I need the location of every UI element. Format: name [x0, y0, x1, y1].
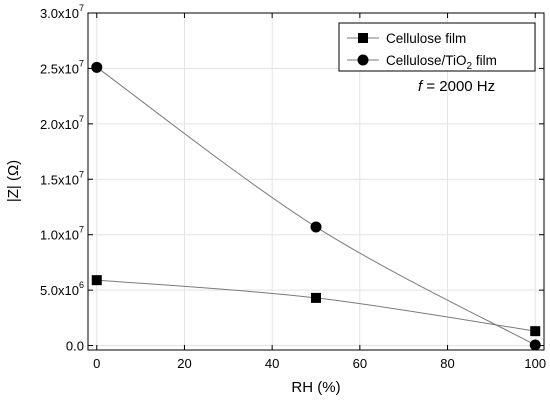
x-tick-label: 40 [265, 356, 279, 371]
x-axis-title: RH (%) [291, 379, 340, 396]
frequency-value: = 2000 Hz [422, 78, 495, 95]
legend-label-part: Cellulose/TiO [386, 53, 467, 68]
y-tick-mantissa: 3.0x10 [40, 6, 79, 21]
y-tick-exponent: 7 [79, 3, 84, 13]
legend-label-1: Cellulose film [386, 31, 466, 46]
x-tick-label: 80 [440, 356, 454, 371]
series-2-point [310, 221, 322, 233]
y-tick-mantissa: 1.5x10 [40, 172, 79, 187]
y-tick-mantissa: 2.0x10 [40, 117, 79, 132]
y-tick-exponent: 7 [79, 169, 84, 179]
gridlines [88, 12, 544, 350]
y-tick-label: 5.0x106 [40, 280, 84, 298]
x-tick-label: 60 [353, 356, 367, 371]
legend-label-part: Cellulose film [386, 31, 466, 46]
y-tick-mantissa: 2.5x10 [40, 61, 79, 76]
y-tick-mantissa: 5.0x10 [40, 283, 79, 298]
y-tick-label: 3.0x107 [40, 3, 84, 21]
legend-marker-2 [357, 54, 369, 66]
y-tick-mantissa: 0.0 [66, 339, 84, 354]
legend-label-part: film [472, 53, 497, 68]
y-tick-label: 1.5x107 [40, 169, 84, 187]
y-tick-exponent: 7 [79, 114, 84, 124]
y-tick-label: 2.5x107 [40, 58, 84, 76]
x-tick-label: 100 [524, 356, 546, 371]
y-tick-mantissa: 1.0x10 [40, 228, 79, 243]
frequency-annotation: f = 2000 Hz [418, 78, 495, 95]
series-1-point [91, 275, 102, 286]
plot-frame [87, 12, 545, 351]
legend-label-part: 2 [467, 61, 473, 72]
series-1-point [311, 292, 321, 303]
x-tick-label: 20 [177, 356, 191, 371]
legend-box [338, 22, 536, 72]
legend-label-2: Cellulose/TiO2 film [386, 53, 497, 72]
y-tick-exponent: 7 [79, 58, 84, 68]
legend-marker-1 [358, 33, 368, 43]
legend: Cellulose film Cellulose/TiO2 film [338, 22, 536, 72]
series-layer [91, 61, 541, 351]
y-tick-label: 0.0 [66, 339, 84, 354]
y-tick-label: 1.0x107 [40, 225, 84, 243]
y-tick-label: 2.0x107 [40, 114, 84, 132]
series-2-point [91, 61, 103, 73]
y-axis-title: |Z| (Ω) [5, 160, 22, 202]
y-tick-exponent: 6 [79, 280, 84, 290]
frequency-symbol: f [418, 78, 424, 95]
series-1-point [530, 326, 541, 337]
axis-ticks: 0 20 40 60 80 1000.05.0x1061.0x1071.5x1072.0x… [40, 3, 546, 371]
y-tick-exponent: 7 [79, 225, 84, 235]
x-tick-label: 0 [93, 356, 100, 371]
